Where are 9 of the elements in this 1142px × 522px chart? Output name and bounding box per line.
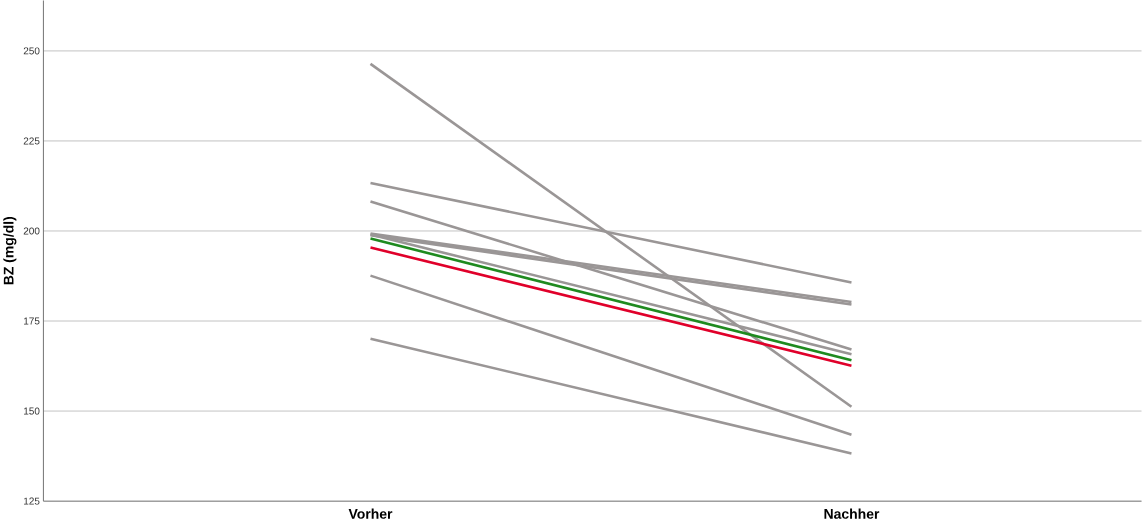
- y-tick-label: 200: [23, 227, 40, 235]
- y-tick-label: 225: [23, 137, 40, 145]
- y-tick-label: 250: [23, 47, 40, 55]
- x-tick-label: Vorher: [348, 508, 393, 519]
- y-axis-title: BZ (mg/dl): [3, 216, 17, 285]
- y-tick-label: 150: [24, 407, 40, 415]
- y-tick-label: 125: [24, 497, 40, 505]
- y-tick-label: 175: [24, 317, 40, 325]
- x-tick-label: Nachher: [824, 508, 880, 519]
